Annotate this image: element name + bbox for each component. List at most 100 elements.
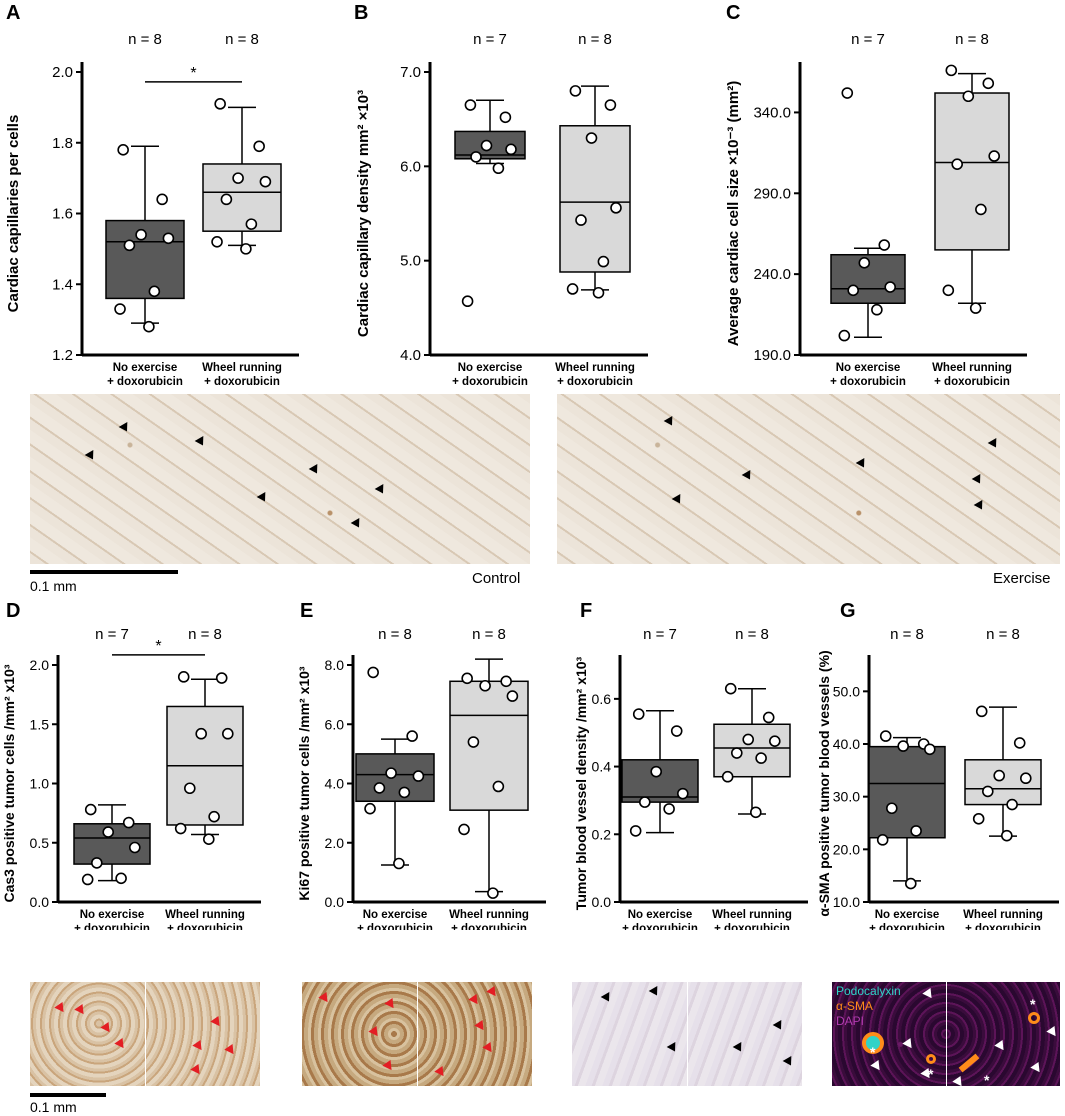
data-point [203, 833, 215, 845]
data-point [232, 172, 244, 184]
data-point [398, 786, 411, 799]
chart-panel-b: 4.0 5.0 6.0 7.0 Cardiac capillary density mm… [355, 31, 648, 388]
y-tick-label: 5.0 [400, 253, 421, 270]
vessel-ring [862, 1032, 884, 1054]
data-point [975, 203, 987, 216]
category-label: No exercise [458, 362, 523, 374]
y-tick-label: 1.2 [52, 347, 73, 364]
red-arrowhead [114, 1037, 128, 1052]
arrowhead [671, 494, 685, 506]
y-tick-label: 0.6 [592, 691, 612, 707]
y-tick-label: 1.8 [52, 135, 73, 152]
data-point [156, 193, 168, 206]
data-point [597, 255, 610, 268]
scale-label-top: 0.1 mm [30, 578, 77, 594]
category-label: No exercise [836, 362, 901, 374]
data-point [847, 284, 859, 297]
y-axis-label: Cas3 positive tumor cells /mm² x10³ [1, 664, 17, 902]
data-point [506, 690, 519, 702]
chart-panel-d: 0.0 0.5 1.0 1.5 2.0 Cas3 positive tumor cells… [1, 626, 261, 930]
data-point [945, 64, 958, 77]
data-point [629, 825, 642, 837]
y-tick-label: 6.0 [400, 158, 421, 175]
data-point [122, 816, 135, 829]
data-point [195, 727, 207, 740]
scale-bar-top [30, 570, 178, 574]
data-point [499, 111, 512, 124]
category-label: + doxorubicin [557, 376, 633, 388]
data-point [886, 802, 898, 815]
n-label: n = 7 [851, 31, 885, 48]
data-point [393, 857, 405, 870]
y-axis-label: Cardiac capillary density mm² ×10³ [355, 90, 372, 337]
y-tick-label: 190.0 [753, 347, 791, 364]
arrowhead [782, 1056, 796, 1068]
data-point [220, 193, 233, 206]
y-axis-label: Cardiac capillaries per cells [5, 115, 22, 313]
data-point [871, 303, 883, 316]
category-label: Wheel running [712, 909, 792, 921]
data-point [951, 158, 963, 170]
y-tick-label: 8.0 [325, 657, 345, 673]
asterisk-label: * [984, 1072, 990, 1086]
data-point [492, 162, 505, 175]
y-tick-label: 50.0 [833, 683, 860, 699]
arrowhead [308, 464, 322, 476]
scale-bar-bottom [30, 1093, 106, 1097]
vessel-ring-2 [1028, 1012, 1040, 1024]
category-label: Wheel running [963, 909, 1043, 921]
data-point [670, 725, 683, 737]
arrowhead [648, 986, 662, 998]
data-point [215, 672, 228, 684]
category-label: No exercise [80, 909, 145, 921]
y-tick-label: 10.0 [833, 894, 860, 910]
data-point [208, 810, 220, 823]
arrowhead [374, 484, 388, 496]
data-point [117, 144, 129, 156]
y-axis-label: Average cardiac cell size ×10⁻³ (mm²) [725, 81, 742, 346]
chart-panel-e: 0.0 2.0 4.0 6.0 8.0 Ki67 positive tumor cells… [296, 626, 546, 930]
data-point [731, 747, 743, 759]
data-point [458, 823, 470, 836]
panel-letter-e: E [300, 600, 314, 622]
data-point [969, 302, 982, 314]
data-point [972, 812, 985, 825]
category-label: + doxorubicin [357, 923, 433, 930]
micrograph-control [30, 394, 530, 564]
n-label: n = 8 [890, 626, 924, 643]
data-point [259, 175, 272, 188]
category-label: + doxorubicin [452, 376, 528, 388]
arrowhead [118, 422, 132, 434]
arrowhead [84, 450, 98, 462]
data-point [367, 666, 379, 679]
data-point [84, 803, 97, 816]
data-point [81, 873, 94, 886]
red-arrowhead [192, 1039, 206, 1054]
y-axis-label: α-SMA positive tumor blood vessels (%) [816, 650, 832, 916]
red-arrowhead [434, 1065, 448, 1080]
significance-asterisk: * [190, 65, 196, 82]
data-point [650, 765, 662, 778]
category-label: + doxorubicin [451, 923, 527, 930]
y-tick-label: 0.5 [30, 835, 50, 851]
data-point [876, 834, 889, 846]
n-label: n = 8 [225, 31, 259, 48]
category-label: + doxorubicin [167, 923, 243, 930]
category-label: No exercise [113, 362, 178, 374]
legend-podocalyxin: Podocalyxin [836, 984, 901, 998]
n-label: n = 8 [128, 31, 162, 48]
asterisk-label: * [928, 1066, 934, 1082]
data-point [884, 281, 896, 293]
data-point [467, 736, 480, 748]
y-tick-label: 240.0 [753, 266, 791, 283]
data-point [632, 708, 645, 720]
data-point [177, 671, 190, 683]
data-point [129, 841, 141, 854]
data-point [993, 769, 1005, 782]
box [934, 92, 1010, 251]
y-tick-label: 6.0 [325, 716, 345, 732]
vessel-elongated [958, 1053, 980, 1073]
data-point [143, 320, 155, 333]
caption-control: Control [472, 570, 521, 587]
